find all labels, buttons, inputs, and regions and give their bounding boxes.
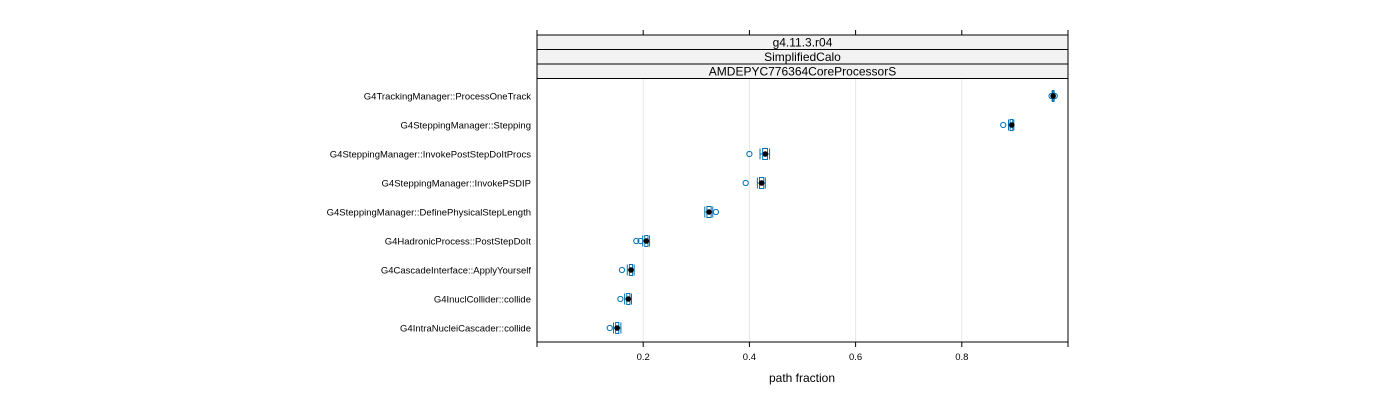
panel-border — [536, 78, 1069, 343]
x-tick-label: 0.8 — [955, 352, 968, 363]
outlier-point — [606, 324, 613, 332]
outlier-point — [618, 266, 626, 274]
median-point — [706, 209, 712, 215]
median-point — [628, 267, 634, 273]
median-point — [625, 296, 632, 302]
category-label: G4TrackingManager::ProcessOneTrack — [364, 92, 531, 103]
median-point — [614, 325, 620, 331]
category-label: G4CascadeInterface::ApplyYourself — [381, 266, 532, 277]
strip-headers: g4.11.3.r04SimplifiedCaloAMDEPYC776364Co… — [536, 34, 1069, 79]
outlier-point — [746, 150, 753, 158]
median-point — [643, 238, 650, 244]
box-marks — [606, 90, 1058, 334]
median-point — [762, 151, 769, 157]
category-label: G4IntraNucleiCascader::collide — [400, 324, 531, 335]
outlier-point — [1000, 121, 1007, 129]
x-tick-label: 0.4 — [743, 352, 756, 363]
category-labels: G4TrackingManager::ProcessOneTrackG4Step… — [327, 92, 532, 335]
median-point — [1008, 122, 1015, 128]
box-group — [618, 264, 635, 276]
strip-label: g4.11.3.r04 — [773, 36, 833, 50]
median-point — [758, 180, 765, 186]
box-group — [1048, 90, 1058, 102]
outlier-point — [633, 237, 640, 245]
strip-label: SimplifiedCalo — [764, 50, 841, 64]
x-tick-label: 0.6 — [849, 352, 862, 363]
outlier-point — [617, 295, 624, 303]
box-group — [704, 206, 720, 218]
plot-panel — [536, 78, 1069, 343]
outlier-point — [637, 237, 644, 245]
box-group — [633, 235, 651, 247]
outlier-point — [712, 208, 720, 216]
box-group — [617, 293, 633, 305]
box-group — [1000, 119, 1015, 131]
category-label: G4HadronicProcess::PostStepDoIt — [385, 237, 532, 248]
category-label: G4SteppingManager::InvokePostStepDoItPro… — [330, 150, 531, 161]
category-label: G4SteppingManager::DefinePhysicalStepLen… — [327, 208, 531, 219]
box-group — [606, 322, 622, 334]
category-label: G4SteppingManager::Stepping — [401, 121, 531, 132]
outlier-point — [742, 179, 749, 187]
median-point — [1050, 93, 1056, 99]
box-group — [742, 177, 766, 189]
category-label: G4SteppingManager::InvokePSDIP — [382, 179, 531, 190]
strip-label: AMDEPYC776364CoreProcessorS — [709, 65, 896, 79]
x-axis-ticks: 0.2 0.4 0.6 0.8 — [536, 30, 1069, 363]
x-axis-title: path fraction — [769, 371, 835, 385]
category-label: G4InuclCollider::collide — [434, 295, 531, 306]
x-tick-label: 0.2 — [637, 352, 650, 363]
box-group — [746, 148, 771, 160]
